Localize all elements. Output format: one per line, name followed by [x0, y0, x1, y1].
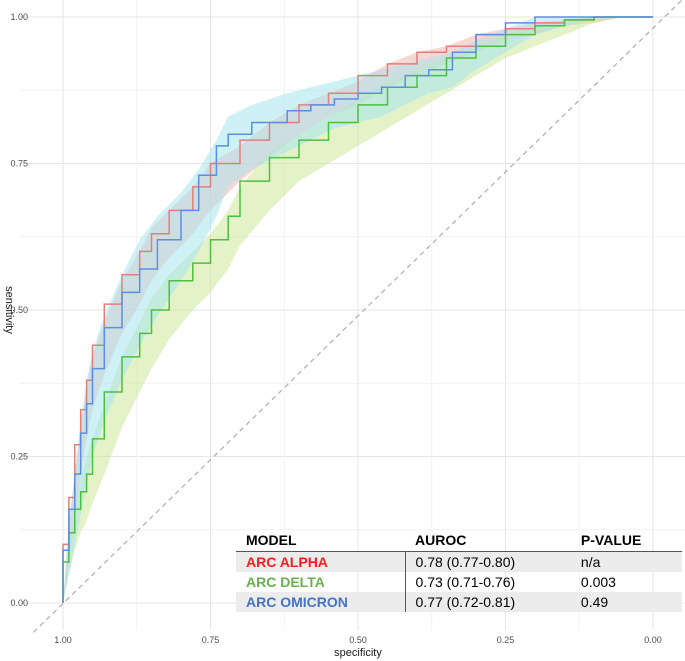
- table-header-model: MODEL: [236, 529, 406, 552]
- roc-curves: [62, 16, 653, 603]
- model-name: ARC DELTA: [246, 574, 325, 590]
- y-tick-label: 0.75: [10, 159, 28, 169]
- y-axis-title: sensitivity: [3, 286, 15, 334]
- pvalue-value: n/a: [570, 551, 682, 572]
- auroc-value: 0.77 (0.72-0.81): [404, 592, 571, 612]
- reference-diagonal-line: [33, 0, 683, 633]
- x-tick-label: 0.75: [202, 635, 220, 645]
- pvalue-value: 0.49: [570, 592, 682, 612]
- table-header-row: MODEL AUROC P-VALUE: [236, 529, 682, 552]
- x-tick-label: 1.00: [54, 635, 72, 645]
- model-name: ARC OMICRON: [236, 592, 406, 612]
- y-tick-labels: 0.00 0.25 0.50 0.75 1.00: [10, 12, 28, 608]
- roc-curve-line: [62, 16, 653, 603]
- auroc-table: MODEL AUROC P-VALUE ARC ALPHA 0.78 (0.77…: [236, 529, 682, 612]
- y-tick-label: 0.25: [10, 452, 28, 462]
- x-tick-label: 0.50: [349, 635, 367, 645]
- table-row: ARC OMICRON 0.77 (0.72-0.81) 0.49: [236, 592, 682, 612]
- table-header-auroc: AUROC: [405, 529, 571, 552]
- y-tick-label: 0.50: [10, 305, 28, 315]
- roc-curve-line: [62, 16, 653, 603]
- model-name: ARC ALPHA: [236, 551, 406, 572]
- x-tick-labels: 1.00 0.75 0.50 0.25 0.00: [54, 635, 662, 645]
- confidence-band: [63, 17, 653, 603]
- x-tick-label: 0.25: [497, 635, 515, 645]
- table-row: ARC ALPHA 0.78 (0.77-0.80) n/a: [236, 551, 682, 572]
- table-row: ARC DELTA 0.73 (0.71-0.76) 0.003: [236, 572, 682, 592]
- auroc-value: 0.73 (0.71-0.76): [404, 572, 571, 592]
- auroc-value: 0.78 (0.77-0.80): [404, 551, 571, 572]
- pvalue-value: 0.003: [580, 574, 616, 590]
- y-tick-label: 0.00: [10, 598, 28, 608]
- x-tick-label: 0.00: [644, 635, 662, 645]
- x-axis-title: specificity: [334, 647, 382, 659]
- y-tick-label: 1.00: [10, 12, 28, 22]
- table-header-pvalue: P-VALUE: [570, 529, 682, 552]
